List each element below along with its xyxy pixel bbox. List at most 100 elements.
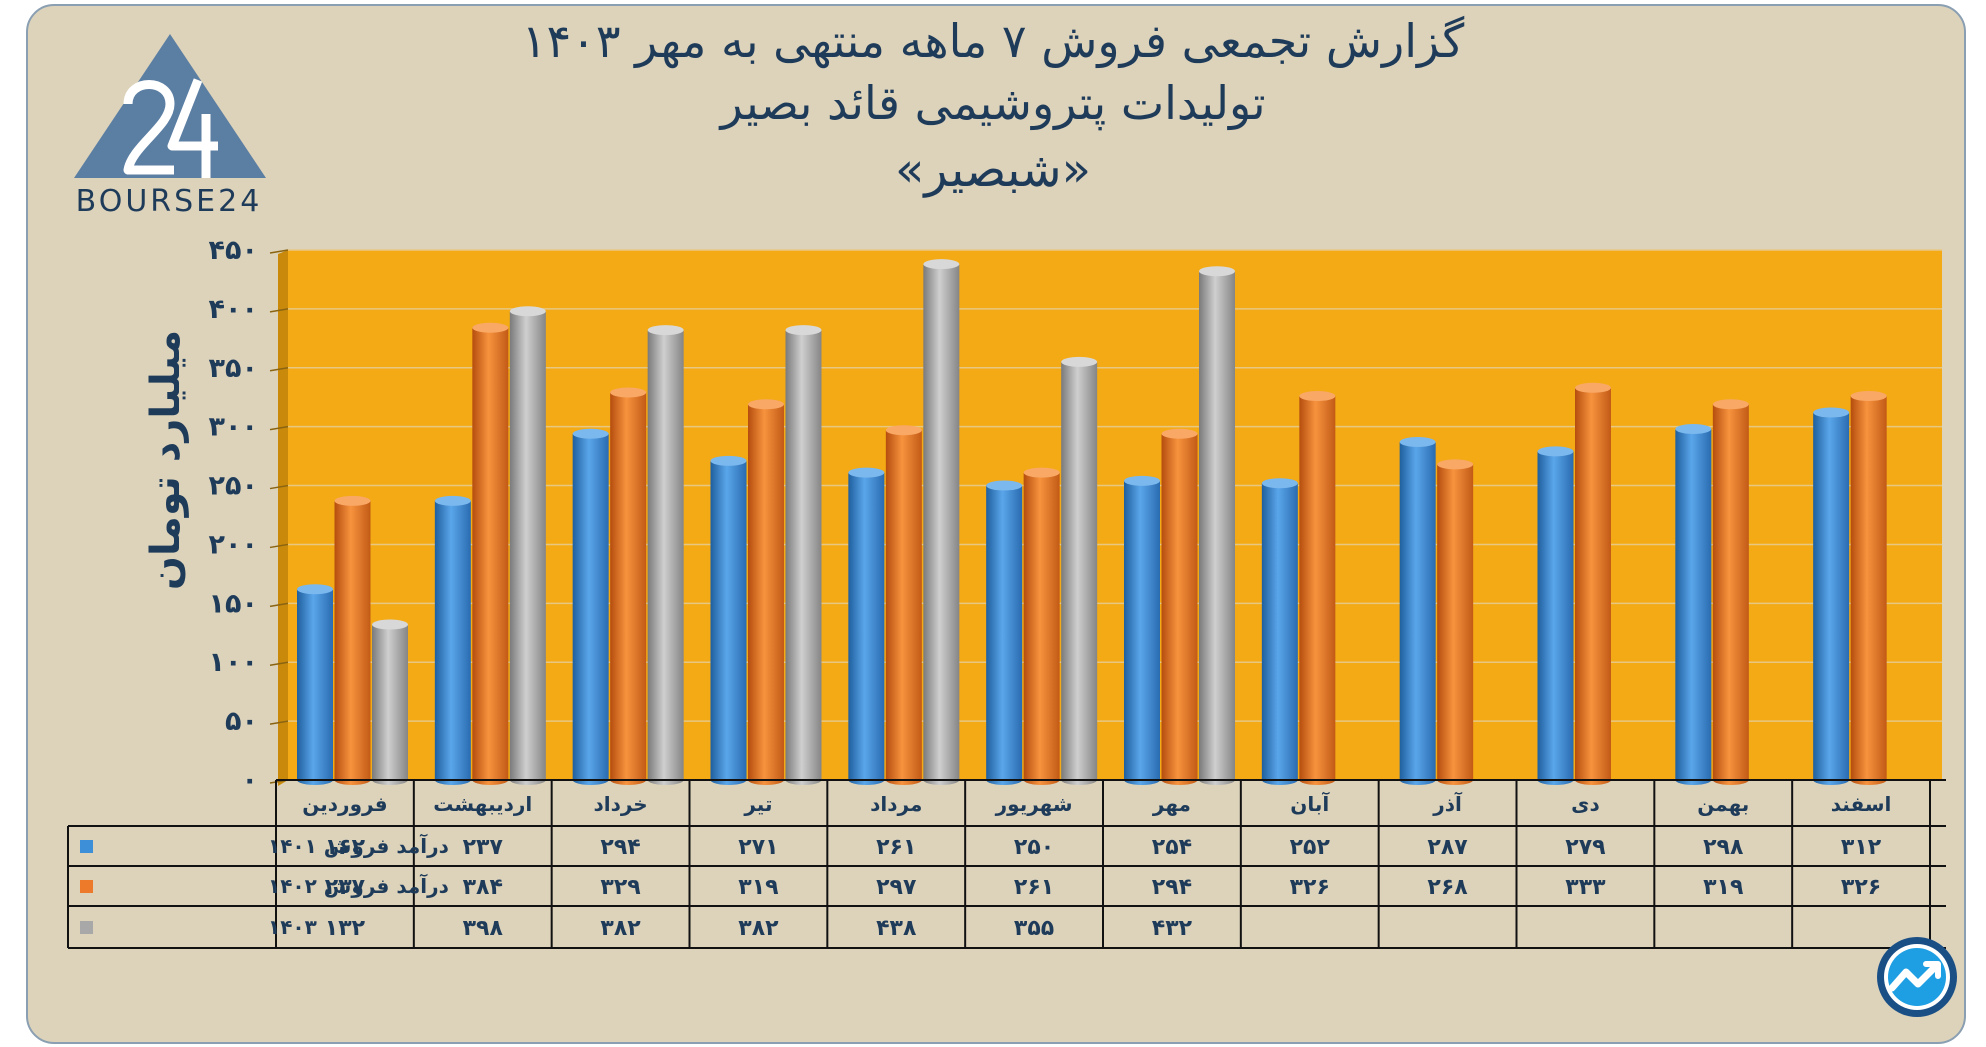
data-label: ۲۹۸ — [1703, 835, 1744, 860]
data-label: ۳۲۶ — [1290, 875, 1330, 900]
data-label: ۳۳۳ — [1565, 875, 1606, 900]
bar-cap — [785, 325, 822, 336]
bar — [923, 259, 960, 785]
bar-cap — [1537, 446, 1574, 457]
data-label: ۳۸۴ — [463, 875, 503, 900]
bar-body — [1023, 472, 1060, 780]
x-tick-label: آبان — [1290, 791, 1330, 816]
bar — [1850, 391, 1887, 785]
bar-body — [572, 433, 609, 780]
bar-cap — [472, 322, 509, 333]
bar-body — [885, 430, 922, 780]
bar-cap — [572, 428, 609, 439]
gridline-wall — [269, 367, 289, 372]
bar-body — [848, 472, 885, 780]
bar-body — [647, 330, 684, 780]
bar-cap — [509, 306, 546, 317]
x-tick-label: فروردین — [302, 792, 387, 816]
bar-cap — [1261, 478, 1298, 489]
gridline-wall — [269, 720, 289, 725]
bar — [572, 428, 609, 785]
bar — [1437, 459, 1474, 785]
y-tick-label: ۳۵۰ — [209, 353, 258, 384]
logo-text: BOURSE24 — [75, 184, 263, 219]
bar-body — [434, 500, 471, 780]
bar-body — [472, 327, 509, 780]
y-tick-label: ۳۰۰ — [209, 412, 258, 443]
bar-body — [1850, 396, 1887, 780]
y-tick-label: ۰ — [242, 765, 258, 796]
bar-body — [334, 500, 371, 780]
bar-cap — [710, 455, 747, 466]
bar-cap — [1813, 407, 1850, 418]
bar-body — [297, 589, 333, 780]
data-label: ۲۹۴ — [1152, 875, 1192, 900]
data-label: ۲۵۲ — [1290, 835, 1331, 860]
bar-cap — [1199, 266, 1235, 277]
data-label: ۳۱۹ — [1703, 875, 1743, 900]
bar — [1399, 436, 1436, 785]
bar-body — [785, 330, 822, 780]
bar — [610, 387, 647, 785]
data-label: ۳۱۹ — [738, 875, 778, 900]
bar-body — [372, 624, 408, 780]
gridline-wall — [269, 543, 289, 549]
data-label: ۲۵۰ — [1014, 835, 1054, 860]
bar-body — [1261, 483, 1298, 780]
chart-subtitle: تولیدات پتروشیمی قائد بصیر — [720, 76, 1266, 130]
bar — [748, 399, 784, 785]
bar-body — [1575, 387, 1611, 780]
bar-body — [1199, 271, 1235, 780]
bar-body — [509, 311, 546, 780]
bourse24-logo — [74, 34, 266, 178]
bar-cap — [748, 399, 784, 410]
bar-cap — [1437, 459, 1474, 470]
legend-swatch — [80, 840, 93, 853]
bar-body — [748, 404, 784, 780]
bar-body — [1299, 396, 1336, 780]
bar — [1124, 475, 1160, 785]
data-label: ۳۲۹ — [600, 875, 640, 900]
gridline-wall — [269, 661, 289, 666]
x-tick-label: دی — [1571, 792, 1600, 816]
bar-body — [1061, 361, 1098, 780]
data-label: ۴۳۲ — [1152, 916, 1193, 941]
bar-cap — [1061, 356, 1098, 367]
bar-cap — [1399, 436, 1436, 447]
bar-cap — [434, 495, 471, 506]
y-tick-label: ۴۵۰ — [209, 235, 258, 266]
data-label: ۲۶۱ — [1014, 875, 1054, 900]
data-label: ۲۵۴ — [1152, 835, 1192, 860]
data-label: ۲۷۹ — [1565, 835, 1605, 860]
bar-body — [1399, 441, 1436, 780]
bar — [785, 325, 822, 785]
legend-entry: ۱۴۰۳ — [268, 915, 317, 939]
bar — [848, 467, 885, 785]
bar-cap — [1575, 382, 1611, 393]
x-tick-label: مرداد — [870, 792, 922, 816]
data-label: ۳۵۵ — [1014, 916, 1054, 941]
bar — [986, 480, 1023, 785]
bar — [710, 455, 747, 785]
bar — [647, 325, 684, 785]
bar-cap — [885, 425, 922, 436]
y-tick-label: ۱۰۰ — [209, 647, 258, 678]
data-label: ۳۸۲ — [600, 916, 641, 941]
chart-title: گزارش تجمعی فروش ۷ ماهه منتهی به مهر ۱۴۰… — [521, 14, 1465, 68]
data-label: ۳۸۲ — [738, 916, 779, 941]
y-tick-label: ۵۰ — [225, 706, 258, 737]
bar — [1675, 424, 1712, 785]
bar — [1261, 478, 1298, 785]
bar-body — [1537, 451, 1574, 780]
bar-body — [610, 392, 647, 780]
data-label: ۲۹۷ — [876, 875, 917, 900]
bar-body — [710, 460, 747, 780]
y-tick-label: ۱۵۰ — [209, 588, 258, 619]
bar-body — [1124, 480, 1160, 780]
chart-symbol: «شبصیر» — [894, 142, 1092, 198]
y-tick-label: ۲۰۰ — [209, 529, 258, 560]
x-tick-label: شهریور — [995, 792, 1073, 816]
bar-cap — [297, 584, 333, 595]
data-label: ۱۳۲ — [325, 916, 366, 941]
